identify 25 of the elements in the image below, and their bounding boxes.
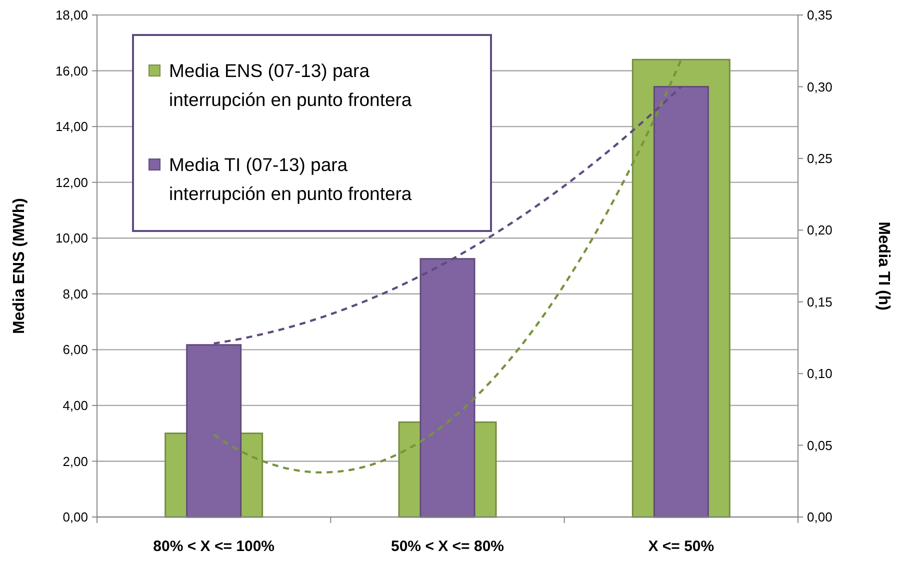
x-tick-label: X <= 50% <box>648 538 714 555</box>
y-tick-label: 0,00 <box>62 510 88 525</box>
y2-tick-label: 0,35 <box>807 8 832 23</box>
y-axis-title: Media ENS (MWh) <box>11 198 28 334</box>
y2-tick-label: 0,10 <box>807 366 832 382</box>
y-tick-label: 4,00 <box>62 398 88 413</box>
y-tick-label: 14,00 <box>55 119 88 134</box>
y-tick-label: 10,00 <box>55 230 88 246</box>
y2-tick-label: 0,25 <box>807 150 832 166</box>
legend-label: Media ENS (07-13) para interrupción en punto frontera <box>169 60 412 110</box>
y-tick-label: 8,00 <box>62 286 88 302</box>
y2-tick-label: 0,00 <box>807 510 832 525</box>
y2-tick-label: 0,20 <box>807 222 832 238</box>
y2-axis-title: Media TI (h) <box>875 222 892 310</box>
legend-label: Media TI (07-13) para interrupción en punto frontera <box>169 154 412 204</box>
y-tick-label: 18,00 <box>55 8 88 23</box>
y-tick-label: 2,00 <box>62 454 88 469</box>
y-tick-label: 6,00 <box>62 342 88 358</box>
y2-tick-label: 0,30 <box>807 79 832 94</box>
x-tick-label: 50% < X <= 80% <box>391 538 504 555</box>
y2-tick-label: 0,15 <box>807 294 832 310</box>
y2-tick-label: 0,05 <box>807 438 832 453</box>
y-tick-label: 12,00 <box>55 174 88 190</box>
y-tick-label: 16,00 <box>55 63 88 78</box>
x-tick-label: 80% < X <= 100% <box>153 538 275 555</box>
